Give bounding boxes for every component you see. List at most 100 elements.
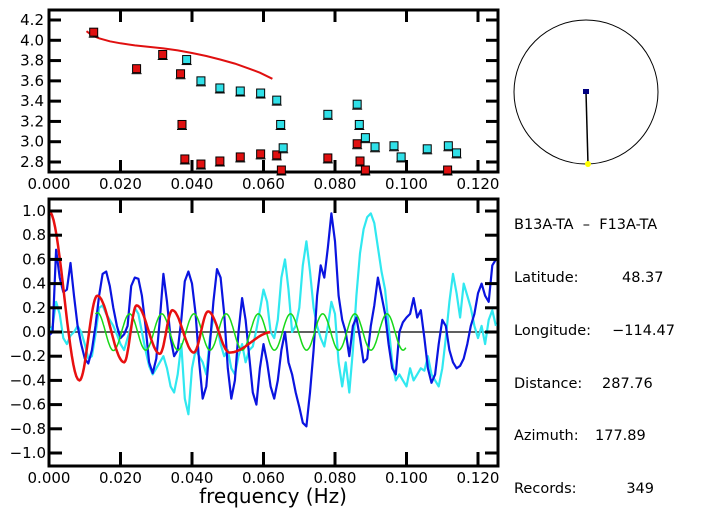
x-tick-label: 0.120 bbox=[457, 175, 500, 193]
y-tick-label: 3.6 bbox=[20, 72, 44, 90]
red-picks-point bbox=[180, 154, 190, 164]
green-model bbox=[94, 311, 407, 352]
y-tick-label: 2.8 bbox=[20, 153, 44, 171]
y-tick-label: 1.0 bbox=[22, 202, 46, 220]
red-picks-point bbox=[256, 149, 266, 159]
x-axis-title: frequency (Hz) bbox=[199, 484, 347, 508]
x-tick-label: 0.020 bbox=[99, 175, 142, 193]
cyan-picks-point bbox=[235, 86, 245, 96]
red-picks-point bbox=[276, 165, 286, 175]
x-tick-label: 0.020 bbox=[99, 469, 142, 487]
x-tick-label: 0.000 bbox=[28, 175, 71, 193]
longitude-value: −114.47 bbox=[612, 322, 675, 339]
y-tick-label: 0.6 bbox=[22, 250, 46, 268]
info-row-distance: Distance: 287.76 bbox=[514, 376, 675, 394]
azimuth-label: Azimuth: bbox=[514, 428, 579, 445]
y-tick-label: 3.4 bbox=[20, 92, 44, 110]
correlation-x-ticks: 0.000 0.020 0.040 0.060 0.080 0.100 0.120 bbox=[28, 199, 500, 487]
red-picks-point bbox=[235, 152, 245, 162]
cyan-picks-point bbox=[278, 143, 288, 153]
red-picks-point bbox=[158, 49, 168, 59]
cyan-picks-point bbox=[272, 95, 282, 105]
red-picks-point bbox=[176, 69, 186, 79]
cyan-picks-point bbox=[256, 88, 266, 98]
correlation-panel: 0.000 0.020 0.040 0.060 0.080 0.100 0.120 1.00… bbox=[10, 197, 500, 508]
station-map bbox=[513, 19, 659, 167]
y-tick-label: −0.2 bbox=[10, 347, 46, 365]
y-tick-label: 4.0 bbox=[20, 31, 44, 49]
cyan-picks-point bbox=[396, 152, 406, 162]
dispersion-frame bbox=[47, 8, 500, 174]
red-picks-point bbox=[196, 159, 206, 169]
cyan-picks-point bbox=[323, 109, 333, 119]
blue-observed bbox=[50, 212, 497, 428]
red-picks-point bbox=[215, 156, 225, 166]
cyan-picks-point bbox=[443, 141, 453, 151]
azimuth-value: 177.89 bbox=[595, 428, 646, 445]
correlation-y-ticks: 1.0 0.8 0.6 0.4 0.2 0.0 −0.2 −0.4 −0.6 −0.8 −1.0 bbox=[10, 202, 498, 462]
source-station-marker bbox=[583, 89, 589, 94]
cyan-picks-point bbox=[352, 99, 362, 109]
red-picks-point bbox=[272, 150, 282, 160]
red-picks-point bbox=[443, 165, 453, 175]
records-label: Records: bbox=[514, 481, 577, 498]
red-picks-point bbox=[89, 27, 99, 37]
dispersion-panel: 0.000 0.020 0.040 0.060 0.080 0.100 0.120 4.24… bbox=[20, 8, 500, 193]
x-tick-label: 0.060 bbox=[242, 469, 285, 487]
info-row-latitude: Latitude: 48.37 bbox=[514, 270, 675, 288]
azimuth-path bbox=[585, 91, 589, 165]
x-tick-label: 0.120 bbox=[457, 469, 500, 487]
cyan-picks-point bbox=[196, 76, 206, 86]
info-row-records: Records: 349 bbox=[514, 481, 675, 499]
cyan-picks-point bbox=[276, 119, 286, 129]
red-picks-point bbox=[323, 153, 333, 163]
station-info-panel: B13A-TA – F13A-TA Latitude: 48.37 Longit… bbox=[514, 182, 675, 516]
latitude-value: 48.37 bbox=[622, 269, 664, 286]
x-tick-label: 0.100 bbox=[385, 469, 428, 487]
cyan-picks-point bbox=[422, 144, 432, 154]
cyan-observed bbox=[50, 212, 497, 416]
station-pair-label: B13A-TA – F13A-TA bbox=[514, 217, 658, 234]
y-tick-label: −1.0 bbox=[10, 444, 46, 462]
distance-value: 287.76 bbox=[602, 375, 653, 392]
red-picks-point bbox=[177, 119, 187, 129]
y-tick-label: 0.4 bbox=[22, 275, 46, 293]
model-curve bbox=[85, 30, 273, 80]
records-value: 349 bbox=[626, 481, 654, 498]
longitude-label: Longitude: bbox=[514, 322, 592, 339]
x-tick-label: 0.080 bbox=[314, 175, 357, 193]
receiver-station-marker bbox=[585, 161, 591, 167]
x-tick-label: 0.000 bbox=[28, 469, 71, 487]
y-tick-label: −0.4 bbox=[10, 371, 46, 389]
x-tick-label: 0.080 bbox=[314, 469, 357, 487]
cyan-picks-point bbox=[389, 141, 399, 151]
dispersion-y-ticks: 4.2 4.0 3.8 3.6 3.4 3.2 3.0 2.8 bbox=[20, 11, 498, 171]
red-picks-point bbox=[355, 156, 365, 166]
cyan-picks-point bbox=[354, 119, 364, 129]
x-tick-label: 0.060 bbox=[242, 175, 285, 193]
cyan-picks-point bbox=[370, 142, 380, 152]
y-tick-label: 3.0 bbox=[20, 133, 44, 151]
red-picks-point bbox=[352, 139, 362, 149]
y-tick-label: 0.8 bbox=[22, 226, 46, 244]
dispersion-x-ticks: 0.000 0.020 0.040 0.060 0.080 0.100 0.120 bbox=[28, 10, 500, 193]
y-tick-label: 3.2 bbox=[20, 112, 44, 130]
y-tick-label: 0.2 bbox=[22, 299, 46, 317]
y-tick-label: −0.6 bbox=[10, 396, 46, 414]
x-tick-label: 0.100 bbox=[385, 175, 428, 193]
red-model bbox=[50, 210, 271, 382]
cyan-picks-point bbox=[360, 133, 370, 143]
y-tick-label: 0.0 bbox=[22, 323, 46, 341]
x-tick-label: 0.040 bbox=[171, 469, 214, 487]
red-picks-point bbox=[132, 64, 142, 74]
cyan-picks-point bbox=[452, 148, 462, 158]
y-tick-label: 3.8 bbox=[20, 52, 44, 70]
info-row-longitude: Longitude: −114.47 bbox=[514, 323, 675, 341]
info-row-azimuth: Azimuth: 177.89 bbox=[514, 428, 675, 446]
y-tick-label: −0.8 bbox=[10, 420, 46, 438]
red-picks-point bbox=[360, 165, 370, 175]
latitude-label: Latitude: bbox=[514, 269, 579, 286]
y-tick-label: 4.2 bbox=[20, 11, 44, 29]
cyan-picks-point bbox=[182, 55, 192, 65]
